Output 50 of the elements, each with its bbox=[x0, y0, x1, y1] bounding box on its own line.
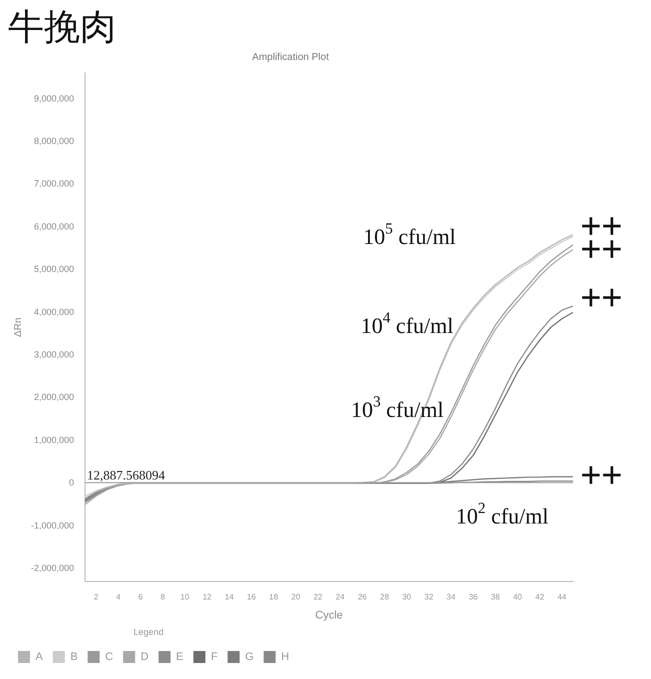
x-tick-label: 2 bbox=[94, 592, 99, 602]
x-tick-label: 6 bbox=[138, 592, 144, 602]
x-tick-label: 42 bbox=[535, 592, 545, 602]
legend-label: E bbox=[176, 651, 184, 664]
x-tick-label: 30 bbox=[402, 592, 412, 602]
y-tick-label: -1,000,000 bbox=[30, 520, 74, 530]
y-tick-label: 1,000,000 bbox=[34, 434, 74, 445]
y-tick-label: 9,000,000 bbox=[34, 93, 74, 104]
x-axis-title: Cycle bbox=[315, 610, 343, 622]
x-tick-label: 12 bbox=[202, 592, 212, 602]
y-tick-label: 5,000,000 bbox=[34, 264, 74, 274]
legend-label: G bbox=[245, 651, 254, 664]
legend-label: D bbox=[140, 651, 149, 664]
y-tick-label: 3,000,000 bbox=[34, 350, 74, 360]
y-tick-label: 6,000,000 bbox=[34, 221, 74, 232]
y-tick-label: 2,000,000 bbox=[34, 392, 74, 402]
x-tick-label: 8 bbox=[160, 592, 166, 602]
text: ++ bbox=[580, 276, 622, 318]
x-tick-label: 20 bbox=[291, 592, 301, 602]
y-tick-label: 4,000,000 bbox=[34, 306, 74, 317]
x-tick-label: 34 bbox=[446, 592, 456, 602]
y-tick-label: -2,000,000 bbox=[30, 563, 74, 574]
x-tick-label: 40 bbox=[513, 592, 523, 602]
legend-label: A bbox=[36, 651, 44, 664]
x-tick-label: 36 bbox=[468, 592, 478, 602]
text: ++ bbox=[580, 454, 622, 496]
y-tick-label: 0 bbox=[69, 478, 74, 488]
x-tick-label: 22 bbox=[313, 592, 323, 602]
y-axis-title: ΔRn bbox=[12, 318, 24, 338]
legend-label: C bbox=[105, 651, 114, 664]
x-tick-label: 38 bbox=[490, 592, 500, 602]
x-tick-label: 26 bbox=[358, 592, 368, 602]
legend-label: H bbox=[281, 651, 290, 664]
legend-label: B bbox=[70, 651, 78, 664]
y-tick-label: 8,000,000 bbox=[34, 136, 74, 146]
x-tick-label: 14 bbox=[224, 592, 234, 602]
x-tick-label: 24 bbox=[336, 592, 346, 602]
y-tick-label: 7,000,000 bbox=[34, 178, 74, 189]
chart-title: 牛挽肉 bbox=[8, 7, 116, 48]
x-tick-label: 10 bbox=[180, 592, 190, 602]
legend-title: Legend bbox=[134, 627, 164, 638]
chart-subtitle: Amplification Plot bbox=[252, 52, 330, 63]
x-tick-label: 16 bbox=[246, 592, 256, 602]
ref-line-label: 12,887.568094 bbox=[87, 468, 166, 483]
x-tick-label: 44 bbox=[557, 592, 567, 602]
x-tick-label: 4 bbox=[116, 592, 122, 602]
x-tick-label: 28 bbox=[380, 592, 390, 602]
x-tick-label: 18 bbox=[269, 592, 279, 602]
legend-label: F bbox=[210, 651, 218, 664]
x-tick-label: 32 bbox=[424, 592, 434, 602]
